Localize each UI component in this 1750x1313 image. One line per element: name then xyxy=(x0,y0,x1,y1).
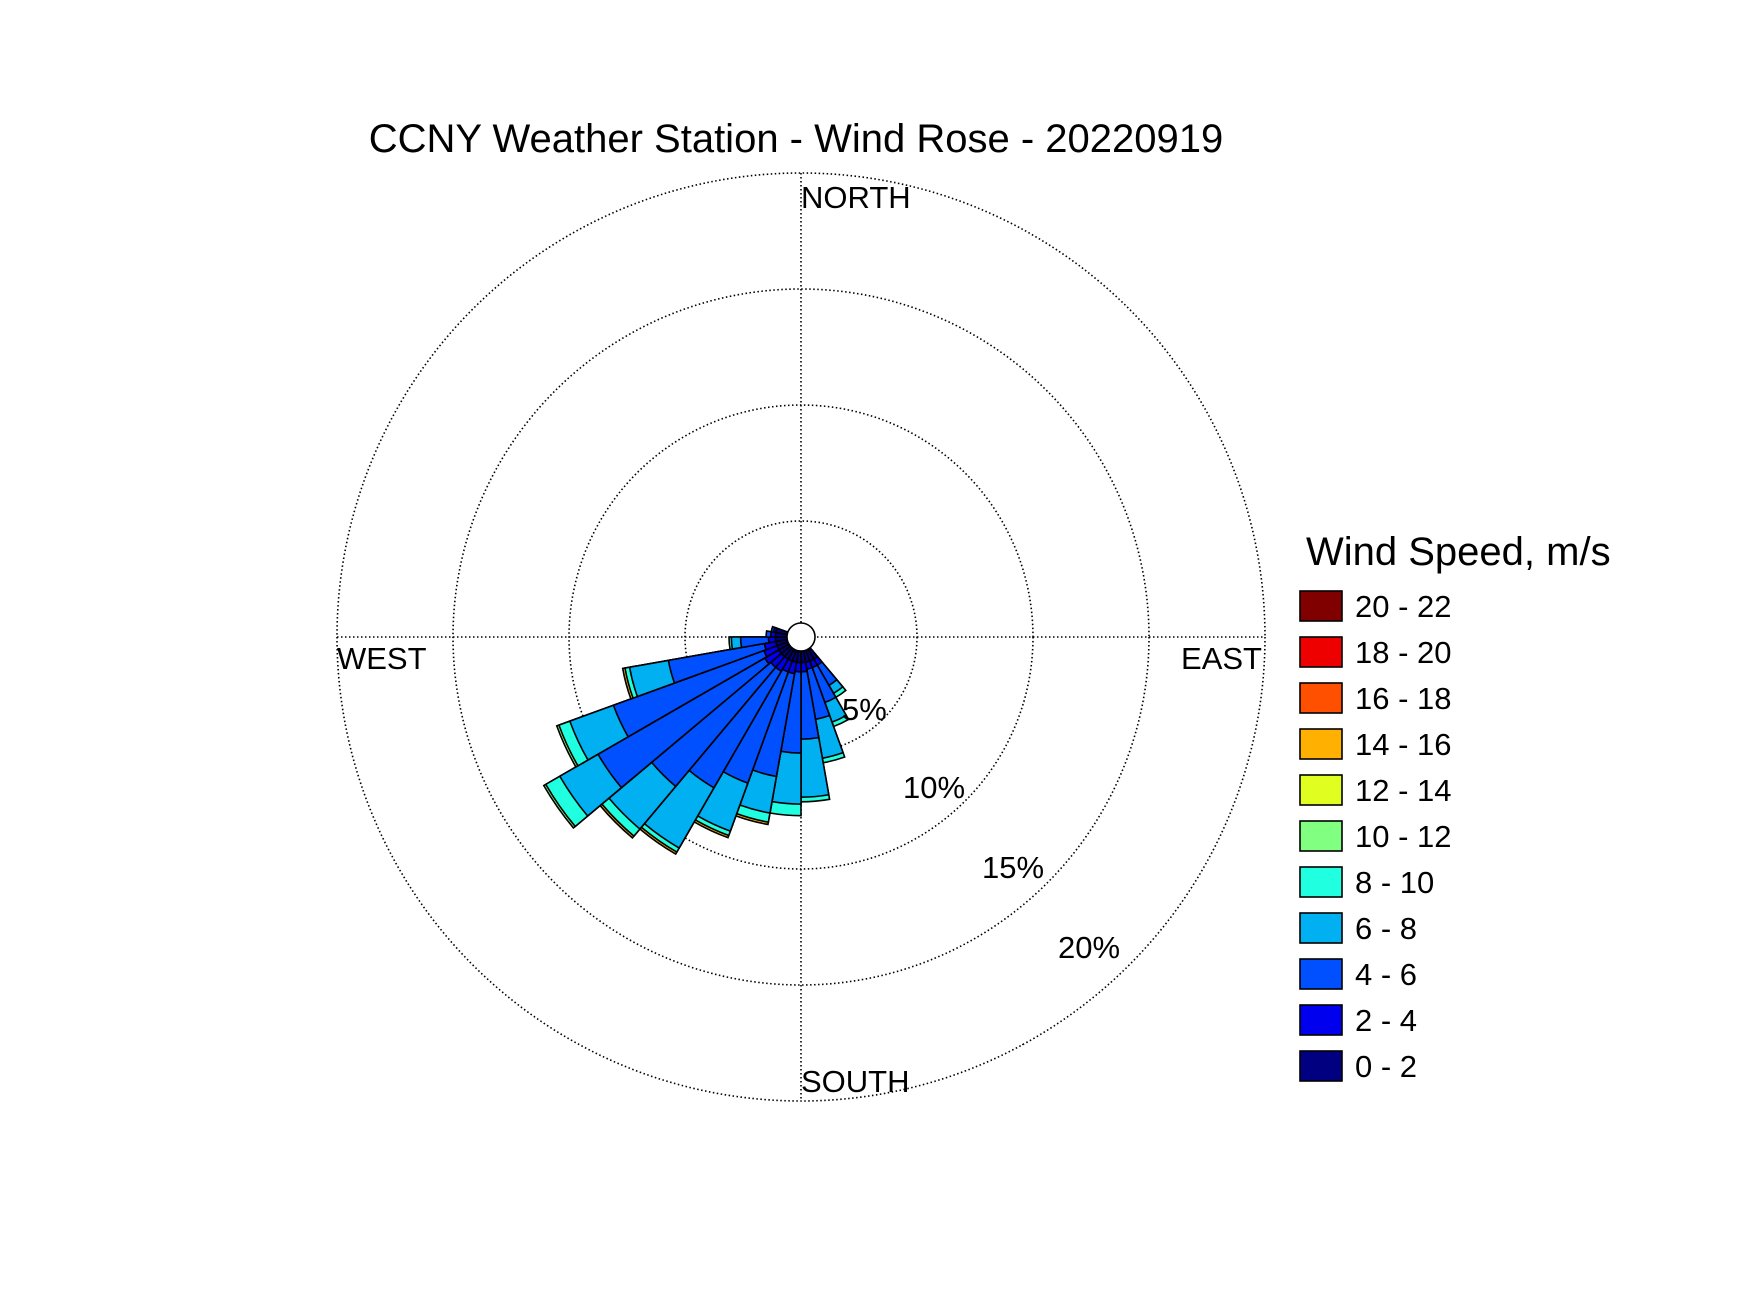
wind-sectors xyxy=(542,625,850,856)
legend-label: 2 - 4 xyxy=(1355,1003,1417,1038)
legend-label: 14 - 16 xyxy=(1355,727,1452,762)
legend-swatch xyxy=(1299,1050,1343,1082)
legend-title: Wind Speed, m/s xyxy=(1306,530,1611,574)
legend-swatch xyxy=(1299,958,1343,990)
ring-label-20: 20% xyxy=(1058,930,1120,965)
legend-swatch xyxy=(1299,728,1343,760)
legend-label: 4 - 6 xyxy=(1355,957,1417,992)
sector-285-bin-0-2 xyxy=(774,627,789,636)
legend-label: 18 - 20 xyxy=(1355,635,1452,670)
east-label: EAST xyxy=(1181,641,1262,676)
legend: Wind Speed, m/s 20 - 22 18 - 20 16 - 18 14 … xyxy=(1299,530,1611,1084)
legend-swatch xyxy=(1299,774,1343,806)
south-label: SOUTH xyxy=(801,1064,910,1099)
legend-label: 20 - 22 xyxy=(1355,589,1452,624)
legend-label: 12 - 14 xyxy=(1355,773,1452,808)
legend-swatch xyxy=(1299,636,1343,668)
legend-label: 0 - 2 xyxy=(1355,1049,1417,1084)
legend-swatch xyxy=(1299,1004,1343,1036)
legend-swatch xyxy=(1299,682,1343,714)
chart-title: CCNY Weather Station - Wind Rose - 20220… xyxy=(369,117,1224,161)
west-label: WEST xyxy=(337,641,427,676)
ring-label-5: 5% xyxy=(842,692,887,727)
ring-label-10: 10% xyxy=(903,770,965,805)
legend-swatch xyxy=(1299,590,1343,622)
north-label: NORTH xyxy=(801,180,911,215)
legend-label: 6 - 8 xyxy=(1355,911,1417,946)
legend-swatch xyxy=(1299,912,1343,944)
legend-label: 16 - 18 xyxy=(1355,681,1452,716)
center-hole xyxy=(786,622,816,652)
ring-label-15: 15% xyxy=(982,850,1044,885)
legend-label: 10 - 12 xyxy=(1355,819,1452,854)
legend-swatch xyxy=(1299,820,1343,852)
legend-label: 8 - 10 xyxy=(1355,865,1434,900)
legend-swatch xyxy=(1299,866,1343,898)
